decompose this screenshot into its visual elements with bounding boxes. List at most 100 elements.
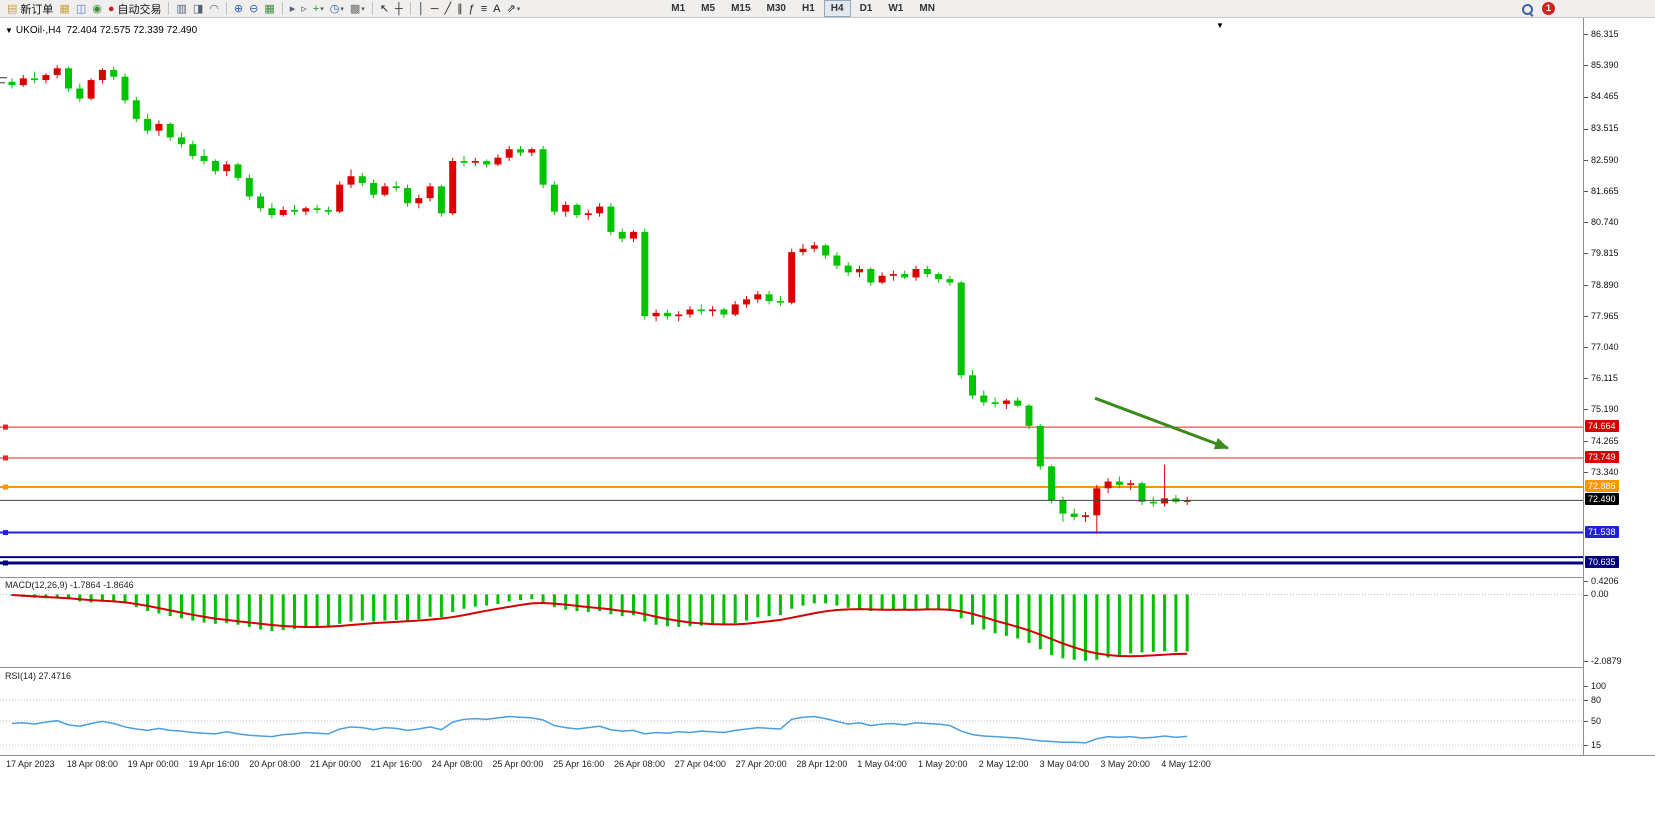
time-label: 25 Apr 00:00 — [492, 759, 544, 769]
rsi-pane-divider[interactable] — [0, 667, 1655, 668]
shapes-icon: ≡ — [480, 2, 488, 15]
axis-tick-mark — [1584, 378, 1588, 380]
zoom-out-icon: ⊖ — [249, 2, 259, 15]
level-price-label-72.886: 72.886 — [1585, 480, 1619, 493]
time-label: 18 Apr 08:00 — [66, 759, 118, 769]
price-tick-label: 74.265 — [1584, 436, 1619, 446]
autotrade-button[interactable]: ● 自动交易 — [105, 1, 165, 17]
rsi-axis-label: 100 — [1584, 681, 1606, 691]
shapes-button[interactable]: ≡ — [478, 1, 490, 17]
price-tick-label: 85.390 — [1584, 60, 1619, 70]
chart-shift-marker[interactable]: ▼ — [1216, 21, 1224, 30]
line-chart-type-icon: ◠ — [209, 2, 219, 15]
search-icon[interactable] — [1520, 2, 1534, 16]
axis-tick-mark — [1584, 471, 1588, 473]
axis-tick-mark — [1584, 594, 1588, 596]
templates-icon: ▩ — [349, 2, 361, 15]
main-chart-pane[interactable] — [0, 18, 1583, 577]
profiles-icon[interactable]: ◫ — [73, 1, 89, 17]
timeframe-M5[interactable]: M5 — [701, 3, 716, 14]
symbol-period-label: UKOil·,H4 — [15, 25, 61, 36]
crosshair-button[interactable]: ┼ — [392, 1, 406, 17]
vertical-line-button[interactable]: │ — [415, 1, 428, 17]
price-tick-label: 76.115 — [1584, 373, 1618, 383]
chart-window[interactable]: ▼ UKOil·,H4 72.404 72.575 72.339 72.490 ▼… — [0, 18, 1655, 823]
ohlc-values: 72.404 72.575 72.339 72.490 — [66, 25, 198, 36]
time-label: 1 May 20:00 — [918, 759, 968, 769]
timeframe-H4[interactable]: H4 — [823, 0, 851, 17]
auto-scroll-button[interactable]: ▸ — [287, 1, 299, 17]
timeframe-D1[interactable]: D1 — [859, 3, 873, 14]
line-handle[interactable] — [3, 455, 8, 461]
periods-icon: ◷ — [329, 2, 340, 15]
time-label: 27 Apr 20:00 — [735, 759, 787, 769]
timeframe-W1[interactable]: W1 — [888, 3, 904, 14]
templates-button[interactable]: ▩ ▾ — [347, 1, 368, 17]
timeframe-M1[interactable]: M1 — [671, 3, 686, 14]
rsi-axis-label: 50 — [1584, 716, 1601, 726]
fibonacci-button[interactable]: ƒ — [466, 1, 478, 17]
indicators-button[interactable]: + ▾ — [310, 1, 327, 17]
trendline-button[interactable]: ╱ — [442, 1, 455, 17]
price-tick-label: 79.815 — [1584, 248, 1619, 258]
axis-tick-mark — [1584, 745, 1588, 747]
one-click-trading-toggle[interactable]: ▼ — [5, 26, 13, 35]
timeframe-M15[interactable]: M15 — [731, 3, 751, 14]
new-order-button[interactable]: ▤ 新订单 — [4, 1, 56, 17]
market-watch-icon[interactable]: ◉ — [89, 1, 105, 17]
time-label: 17 Apr 2023 — [6, 759, 55, 769]
time-axis-divider — [0, 755, 1655, 756]
axis-tick-mark — [1584, 159, 1588, 161]
time-axis[interactable]: 17 Apr 2023 18 Apr 08:00 19 Apr 00:00 19 Ap… — [0, 755, 1583, 775]
line-handle[interactable] — [3, 560, 8, 566]
line-handle[interactable] — [3, 484, 8, 490]
price-tick-label: 75.190 — [1584, 404, 1619, 414]
zoom-out-button[interactable]: ⊖ — [246, 1, 261, 17]
time-label: 4 May 12:00 — [1161, 759, 1211, 769]
timeframe-MN[interactable]: MN — [919, 3, 935, 14]
current-price-label: 72.490 — [1585, 493, 1619, 506]
price-tick-label: 82.590 — [1584, 155, 1619, 165]
bar-chart-type-button[interactable]: ▥ — [173, 1, 189, 17]
toolbar-separator — [409, 2, 411, 15]
zoom-in-button[interactable]: ⊕ — [231, 1, 246, 17]
price-tick-label: 73.340 — [1584, 467, 1619, 477]
horizontal-line-button[interactable]: ─ — [428, 1, 442, 17]
indicators-icon: + — [312, 2, 320, 15]
trend-arrow-annotation[interactable] — [1094, 396, 1229, 450]
cursor-button[interactable]: ↖ — [377, 1, 392, 17]
price-tick-label: 83.515 — [1584, 123, 1619, 133]
trendline-icon: ╱ — [444, 2, 452, 15]
profiles-icon: ◫ — [75, 2, 87, 15]
line-handle[interactable] — [3, 424, 8, 430]
price-tick-label: 77.040 — [1584, 342, 1619, 352]
line-handle[interactable] — [3, 530, 8, 536]
bar-chart-type-icon: ▥ — [176, 2, 187, 15]
candlestick-type-button[interactable]: ◨ — [190, 1, 206, 17]
macd-pane-divider[interactable] — [0, 577, 1655, 578]
macd-pane[interactable] — [0, 577, 1583, 667]
chart-title: ▼ UKOil·,H4 72.404 72.575 72.339 72.490 — [5, 25, 197, 36]
line-chart-type-button[interactable]: ◠ — [206, 1, 222, 17]
arrows-tool-button[interactable]: ⇗ ▾ — [504, 1, 524, 17]
timeframe-H1[interactable]: H1 — [801, 3, 815, 14]
caret-down-icon: ▾ — [320, 5, 324, 13]
chart-shift-button[interactable]: ▹ — [298, 1, 310, 17]
text-button[interactable]: A — [490, 1, 503, 17]
channel-button[interactable]: ∥ — [454, 1, 466, 17]
toolbar: ▤ 新订单 ▦ ◫ ◉ ● 自动交易 ▥ ◨ ◠ ⊕ ⊖ ▦ ▸ ▹ + ▾ ◷ ▾ ▩ ▾ ↖ ┼ │ ─ ╱ ∥ ƒ ≡ A ⇗ ▾ M1 M… — [0, 0, 1655, 18]
price-axis[interactable]: 86.315 85.390 84.465 83.515 82.590 81.665 80.7… — [1583, 18, 1655, 755]
charts-icon[interactable]: ▦ — [56, 1, 72, 17]
notification-icon[interactable]: 1 — [1542, 2, 1555, 15]
timeframe-M30[interactable]: M30 — [766, 3, 786, 14]
timeframe-bar: M1 M5 M15 M30 H1 H4 D1 W1 MN — [663, 0, 943, 17]
arrows-tool-icon: ⇗ — [506, 2, 516, 15]
periods-button[interactable]: ◷ ▾ — [327, 1, 347, 17]
rsi-pane[interactable] — [0, 667, 1583, 755]
time-label: 26 Apr 08:00 — [614, 759, 666, 769]
auto-scroll-icon: ▸ — [289, 2, 296, 15]
axis-tick-mark — [1584, 686, 1588, 688]
time-label: 3 May 04:00 — [1039, 759, 1090, 769]
tile-windows-button[interactable]: ▦ — [261, 1, 277, 17]
candlestick-type-icon: ◨ — [192, 2, 204, 15]
